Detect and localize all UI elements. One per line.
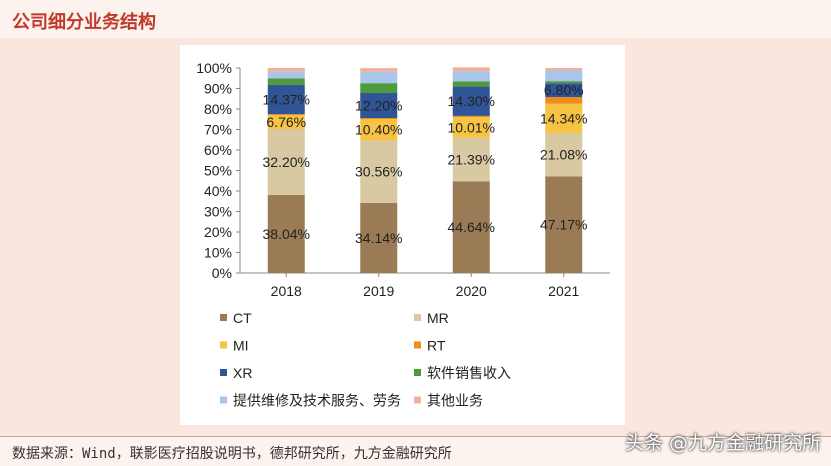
bar-segment: [545, 133, 583, 177]
bar-segment: [545, 81, 583, 84]
y-tick-label: 10%: [204, 245, 232, 261]
legend-label: MR: [427, 310, 449, 326]
legend-swatch: [414, 396, 421, 404]
data-label: 14.37%: [263, 91, 310, 107]
y-tick-label: 70%: [204, 122, 232, 138]
data-label: 14.30%: [448, 93, 495, 109]
bar-segment: [360, 71, 398, 84]
data-label: 44.64%: [448, 219, 495, 235]
y-tick-label: 90%: [204, 81, 232, 97]
watermark: 头条 @九方金融研究所: [624, 432, 821, 454]
bar-segment: [267, 78, 305, 85]
y-tick-label: 30%: [204, 204, 232, 220]
legend-label: CT: [233, 310, 252, 326]
footer: 数据来源：Wind，联影医疗招股说明书，德邦研究所，九方金融研究所: [0, 436, 831, 466]
legend-label: RT: [427, 338, 446, 354]
legend-label: 其他业务: [427, 393, 483, 409]
bar-segment: [267, 129, 305, 196]
bar-segment: [452, 71, 490, 82]
data-label: 10.01%: [448, 119, 495, 135]
y-tick-label: 80%: [204, 101, 232, 117]
x-tick-label: 2019: [363, 283, 394, 299]
bar-segment: [545, 97, 583, 104]
data-label: 34.14%: [355, 230, 402, 246]
x-tick-label: 2021: [548, 283, 579, 299]
data-label: 21.08%: [540, 147, 587, 163]
bar-segment: [267, 71, 305, 79]
y-tick-label: 100%: [196, 60, 232, 76]
legend-label: 提供维修及技术服务、劳务: [233, 393, 401, 409]
data-label: 32.20%: [263, 154, 310, 170]
data-label: 30.56%: [355, 164, 402, 180]
bar-segment: [267, 115, 305, 130]
x-tick-label: 2020: [456, 283, 487, 299]
y-tick-label: 50%: [204, 163, 232, 179]
bar-segment: [545, 176, 583, 273]
legend-swatch: [414, 314, 421, 321]
bar-segment: [267, 84, 305, 115]
y-tick-label: 40%: [204, 183, 232, 199]
data-label: 47.17%: [540, 217, 587, 233]
y-tick-label: 0%: [212, 265, 232, 281]
bar-segment: [452, 115, 490, 118]
bar-segment: [360, 203, 398, 273]
bar-segment: [545, 70, 583, 82]
data-label: 6.76%: [266, 114, 306, 130]
bar-segment: [452, 67, 490, 72]
data-label: 38.04%: [263, 226, 310, 242]
legend-swatch: [220, 369, 227, 376]
legend-swatch: [414, 369, 421, 376]
bar-segment: [267, 114, 305, 116]
stacked-bar-chart: 0% 10% 20% 30% 40% 50% 60% 70% 80% 90% 100% 38.04% 3…: [196, 60, 610, 409]
data-label: 10.40%: [355, 122, 402, 138]
bar-segment: [267, 68, 305, 72]
data-label: 14.34%: [540, 110, 587, 126]
data-label: 21.39%: [448, 152, 495, 168]
legend-swatch: [220, 396, 227, 404]
bar-segment: [360, 83, 398, 94]
data-label: 12.20%: [355, 98, 402, 114]
legend-label: XR: [233, 365, 252, 381]
bar-segment: [545, 103, 583, 134]
legend-swatch: [414, 341, 421, 349]
bar-segment: [360, 118, 398, 120]
legend-swatch: [220, 314, 227, 321]
bar-segment: [452, 81, 490, 87]
bar-segment: [452, 86, 490, 116]
bar-segment: [360, 93, 398, 119]
data-label: 6.80%: [544, 82, 584, 98]
bar-segment: [360, 140, 398, 204]
bar-segment: [360, 119, 398, 141]
bar-segment: [545, 83, 583, 98]
source-note: 数据来源：Wind，联影医疗招股说明书，德邦研究所，九方金融研究所: [12, 446, 452, 462]
bar-segment: [360, 68, 398, 72]
bar-segment: [545, 68, 583, 71]
bar-segment: [267, 195, 305, 273]
bar-segment: [452, 117, 490, 138]
title-bar: 公司细分业务结构: [0, 0, 831, 39]
y-tick-label: 20%: [204, 224, 232, 240]
bar-segment: [452, 137, 490, 182]
bar-segment: [452, 181, 490, 273]
legend-label: MI: [233, 338, 249, 354]
x-tick-label: 2018: [271, 283, 302, 299]
y-tick-label: 60%: [204, 142, 232, 158]
chart-card: 0% 10% 20% 30% 40% 50% 60% 70% 80% 90% 100% 38.04% 3…: [180, 45, 625, 425]
page-title: 公司细分业务结构: [12, 12, 156, 33]
legend-swatch: [220, 341, 227, 349]
legend-label: 软件销售收入: [427, 365, 511, 381]
